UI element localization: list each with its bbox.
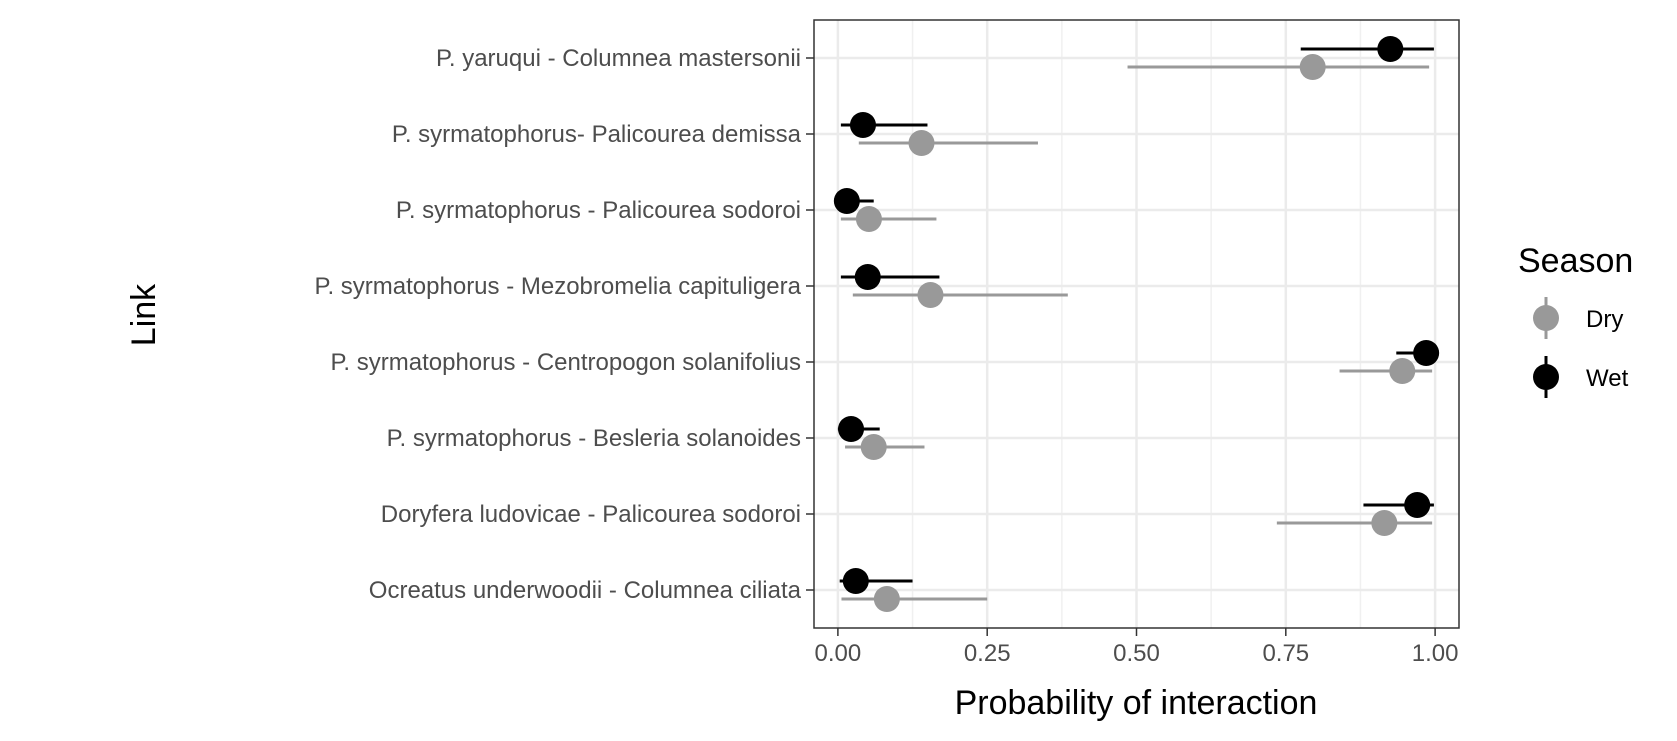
x-tick-label: 1.00 (1412, 640, 1459, 667)
data-point (1404, 492, 1431, 518)
x-axis-title: Probability of interaction (955, 684, 1318, 722)
y-tick-label: P. syrmatophorus - Mezobromelia capituli… (315, 273, 802, 300)
x-tick-label: 0.75 (1262, 640, 1309, 667)
y-tick-label: P. syrmatophorus - Palicourea sodoroi (396, 197, 801, 224)
y-tick-label: P. syrmatophorus - Besleria solanoides (387, 425, 801, 452)
legend-key-point (1533, 305, 1559, 331)
data-point (1389, 358, 1416, 384)
y-axis-title: Link (125, 283, 163, 346)
data-point (854, 264, 881, 290)
y-tick-label: P. yaruqui - Columnea mastersonii (436, 45, 801, 72)
data-point (917, 282, 944, 308)
y-tick-label: P. syrmatophorus- Palicourea demissa (392, 121, 802, 148)
grid-minor (911, 20, 1362, 628)
data-point (842, 568, 869, 594)
y-axis: P. yaruqui - Columnea mastersonii P. syrm… (315, 45, 814, 604)
x-tick-label: 0.50 (1113, 640, 1160, 667)
legend: Season Dry Wet (1518, 242, 1633, 398)
data-point (873, 586, 900, 612)
data-point (1299, 54, 1326, 80)
data-point (860, 434, 887, 460)
legend-label: Wet (1586, 365, 1629, 392)
data-point (908, 130, 935, 156)
y-tick-label: Doryfera ludovicae - Palicourea sodoroi (381, 501, 801, 528)
data-point (849, 112, 876, 138)
legend-key-point (1533, 364, 1559, 390)
x-tick-label: 0.25 (964, 640, 1011, 667)
data-point (833, 188, 860, 214)
y-tick-label: Ocreatus underwoodii - Columnea ciliata (369, 577, 802, 604)
data-point (1377, 36, 1404, 62)
x-tick-label: 0.00 (815, 640, 862, 667)
legend-title: Season (1518, 242, 1633, 280)
legend-label: Dry (1586, 306, 1623, 333)
data-point (838, 416, 865, 442)
data-point (1371, 510, 1398, 536)
data-points (833, 36, 1440, 612)
data-point (855, 206, 882, 232)
data-point (1413, 340, 1440, 366)
y-tick-label: P. syrmatophorus - Centropogon solanifol… (331, 349, 801, 376)
x-axis: 0.00 0.25 0.50 0.75 1.00 (815, 628, 1459, 667)
grid-major (814, 20, 1459, 628)
